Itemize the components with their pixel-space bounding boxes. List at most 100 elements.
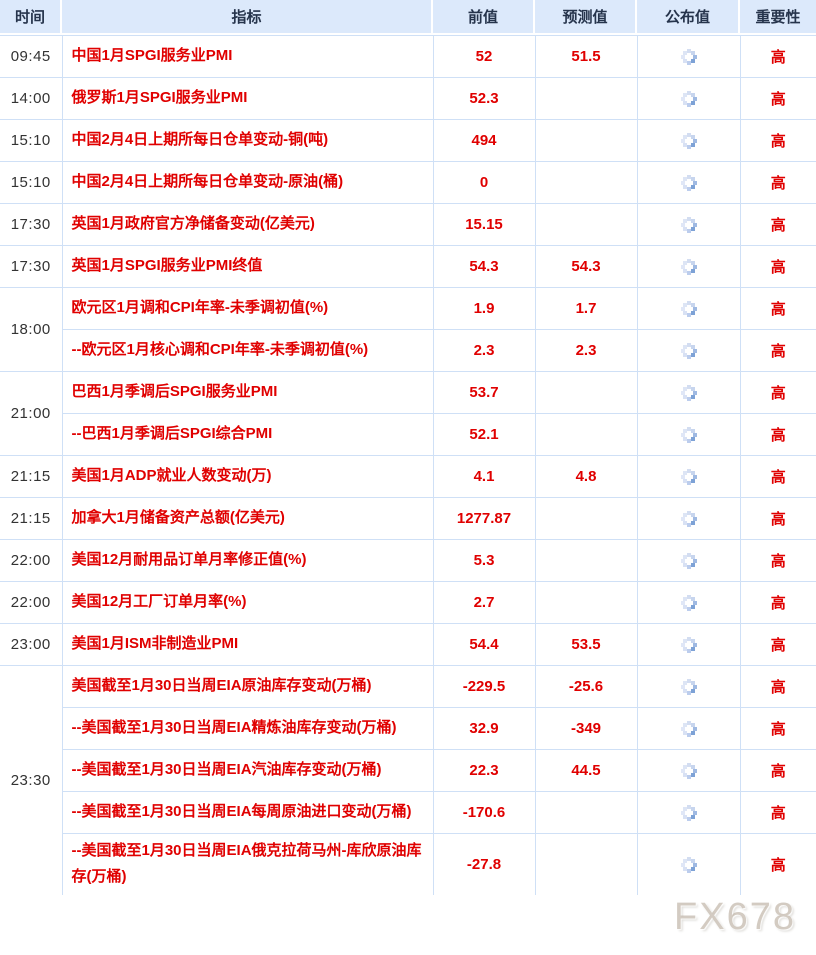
indicator-cell[interactable]: 英国1月SPGI服务业PMI终值 [61,245,434,288]
importance-cell: 高 [739,287,816,330]
loading-spinner-icon [687,433,691,437]
previous-cell: 1277.87 [432,497,536,540]
forecast-cell [534,413,638,456]
table-row: --巴西1月季调后SPGI综合PMI 52.1 高 [0,413,816,456]
indicator-cell[interactable]: --美国截至1月30日当周EIA精炼油库存变动(万桶) [61,707,434,750]
forecast-cell: 1.7 [534,287,638,330]
table-row: 21:15 美国1月ADP就业人数变动(万) 4.1 4.8 高 [0,455,816,498]
time-cell: 17:30 [0,245,63,288]
table-row: 23:00 美国1月ISM非制造业PMI 54.4 53.5 高 [0,623,816,666]
importance-cell: 高 [739,623,816,666]
published-cell [636,161,741,204]
loading-spinner-icon [687,223,691,227]
published-cell [636,371,741,414]
loading-spinner-icon [687,307,691,311]
previous-cell: 2.3 [432,329,536,372]
calendar-header: 时间 指标 前值 预测值 公布值 重要性 [0,0,816,33]
indicator-cell[interactable]: 美国1月ADP就业人数变动(万) [61,455,434,498]
previous-cell: 2.7 [432,581,536,624]
table-row: 18:00 欧元区1月调和CPI年率-未季调初值(%) 1.9 1.7 高 [0,287,816,372]
table-row: 22:00 美国12月工厂订单月率(%) 2.7 高 [0,581,816,624]
loading-spinner-icon [687,55,691,59]
previous-cell: 494 [432,119,536,162]
table-row: 14:00 俄罗斯1月SPGI服务业PMI 52.3 高 [0,77,816,120]
forecast-cell [534,833,638,895]
table-row: 15:10 中国2月4日上期所每日仓单变动-原油(桶) 0 高 [0,161,816,204]
indicator-cell[interactable]: --美国截至1月30日当周EIA每周原油进口变动(万桶) [61,791,434,834]
previous-cell: -27.8 [432,833,536,895]
published-cell [636,665,741,708]
table-row: 21:00 巴西1月季调后SPGI服务业PMI 53.7 高 [0,371,816,456]
time-cell: 17:30 [0,203,63,246]
previous-cell: 53.7 [432,371,536,414]
indicator-cell[interactable]: 美国12月工厂订单月率(%) [61,581,434,624]
published-cell [636,707,741,750]
fx678-watermark: FX678 [674,896,796,938]
indicator-cell[interactable]: --美国截至1月30日当周EIA俄克拉荷马州-库欣原油库存(万桶) [61,833,434,895]
indicator-cell[interactable]: 中国1月SPGI服务业PMI [61,35,434,78]
importance-cell: 高 [739,161,816,204]
economic-calendar-table: 09:45 中国1月SPGI服务业PMI 52 51.5 高 14:00 俄罗斯1月SPGI… [0,35,816,895]
indicator-cell[interactable]: 美国12月耐用品订单月率修正值(%) [61,539,434,582]
published-cell [636,77,741,120]
previous-cell: 54.3 [432,245,536,288]
indicator-cell[interactable]: 加拿大1月储备资产总额(亿美元) [61,497,434,540]
indicator-cell[interactable]: 中国2月4日上期所每日仓单变动-原油(桶) [61,161,434,204]
table-row: 21:15 加拿大1月储备资产总额(亿美元) 1277.87 高 [0,497,816,540]
indicator-cell[interactable]: 俄罗斯1月SPGI服务业PMI [61,77,434,120]
published-cell [636,539,741,582]
time-cell: 21:00 [0,371,63,456]
time-cell: 15:10 [0,119,63,162]
forecast-cell [534,203,638,246]
published-cell [636,35,741,78]
column-header-time: 时间 [0,0,62,33]
loading-spinner-icon [687,601,691,605]
previous-cell: 32.9 [432,707,536,750]
previous-cell: -229.5 [432,665,536,708]
table-row: 17:30 英国1月政府官方净储备变动(亿美元) 15.15 高 [0,203,816,246]
previous-cell: 1.9 [432,287,536,330]
indicator-cell[interactable]: --巴西1月季调后SPGI综合PMI [61,413,434,456]
table-row: --美国截至1月30日当周EIA汽油库存变动(万桶) 22.3 44.5 高 [0,749,816,792]
loading-spinner-icon [687,475,691,479]
importance-cell: 高 [739,539,816,582]
importance-cell: 高 [739,665,816,708]
previous-cell: 52.3 [432,77,536,120]
previous-cell: 54.4 [432,623,536,666]
forecast-cell [534,119,638,162]
table-row: 15:10 中国2月4日上期所每日仓单变动-铜(吨) 494 高 [0,119,816,162]
indicator-cell[interactable]: 美国截至1月30日当周EIA原油库存变动(万桶) [61,665,434,708]
importance-cell: 高 [739,791,816,834]
importance-cell: 高 [739,35,816,78]
indicator-cell[interactable]: 巴西1月季调后SPGI服务业PMI [61,371,434,414]
indicator-cell[interactable]: 英国1月政府官方净储备变动(亿美元) [61,203,434,246]
forecast-cell: 44.5 [534,749,638,792]
forecast-cell [534,581,638,624]
time-cell: 23:00 [0,623,63,666]
published-cell [636,791,741,834]
table-row: --美国截至1月30日当周EIA精炼油库存变动(万桶) 32.9 -349 高 [0,707,816,750]
column-header-indicator: 指标 [62,0,433,33]
indicator-cell[interactable]: 中国2月4日上期所每日仓单变动-铜(吨) [61,119,434,162]
indicator-cell[interactable]: 欧元区1月调和CPI年率-未季调初值(%) [61,287,434,330]
indicator-cell[interactable]: --美国截至1月30日当周EIA汽油库存变动(万桶) [61,749,434,792]
time-cell: 21:15 [0,455,63,498]
published-cell [636,329,741,372]
table-row: --欧元区1月核心调和CPI年率-未季调初值(%) 2.3 2.3 高 [0,329,816,372]
forecast-cell [534,371,638,414]
indicator-cell[interactable]: 美国1月ISM非制造业PMI [61,623,434,666]
table-row: --美国截至1月30日当周EIA每周原油进口变动(万桶) -170.6 高 [0,791,816,834]
table-row: 23:30 美国截至1月30日当周EIA原油库存变动(万桶) -229.5 -25.6… [0,665,816,895]
time-cell: 21:15 [0,497,63,540]
forecast-cell: -25.6 [534,665,638,708]
forecast-cell: 2.3 [534,329,638,372]
previous-cell: 0 [432,161,536,204]
table-row: 09:45 中国1月SPGI服务业PMI 52 51.5 高 [0,35,816,78]
importance-cell: 高 [739,329,816,372]
loading-spinner-icon [687,863,691,867]
calendar-body: 09:45 中国1月SPGI服务业PMI 52 51.5 高 14:00 俄罗斯1月SPGI… [0,35,816,895]
published-cell [636,581,741,624]
published-cell [636,455,741,498]
indicator-cell[interactable]: --欧元区1月核心调和CPI年率-未季调初值(%) [61,329,434,372]
